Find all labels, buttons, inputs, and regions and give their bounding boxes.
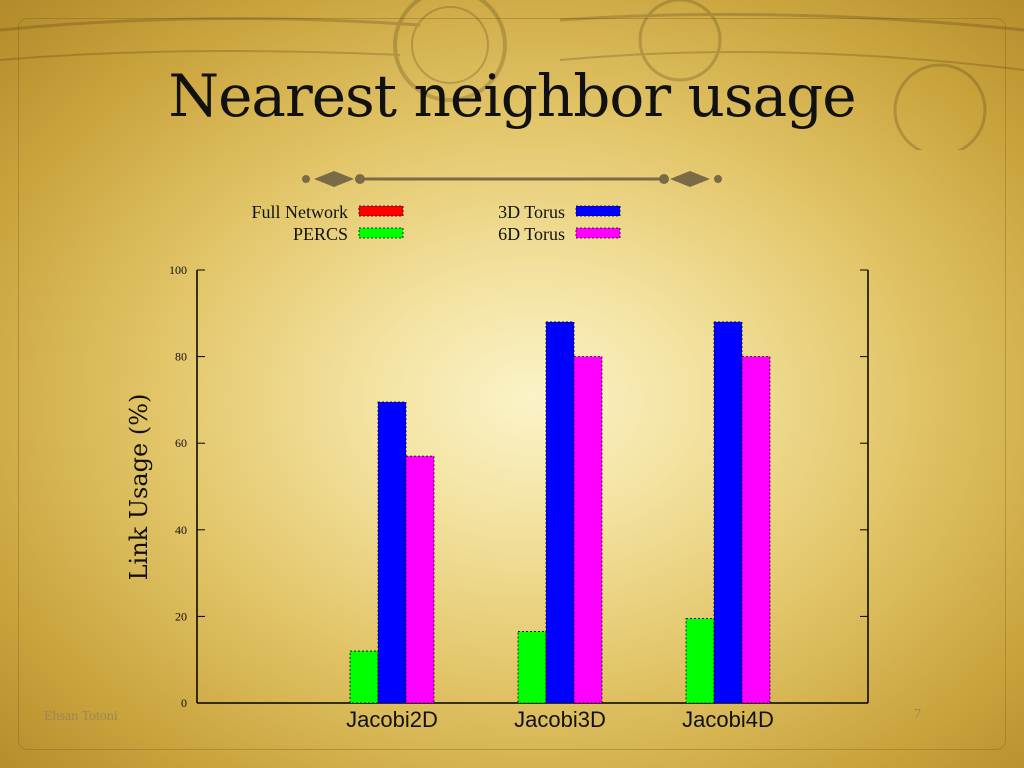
- y-tick-label: 60: [175, 436, 187, 450]
- y-tick-label: 20: [175, 609, 187, 623]
- bar-percs: [685, 618, 715, 704]
- bar-3d-torus: [545, 321, 575, 704]
- footer-author: Ehsan Totoni: [44, 709, 118, 724]
- bar-6d-torus: [405, 455, 435, 704]
- y-tick-label: 100: [169, 263, 187, 277]
- background-stamps-decoration: [0, 0, 1024, 150]
- legend-label: PERCS: [293, 224, 348, 244]
- bar-6d-torus: [741, 356, 771, 704]
- legend-label: 6D Torus: [498, 224, 565, 244]
- legend-swatch: [358, 227, 404, 239]
- y-tick-label: 80: [175, 350, 187, 364]
- x-tick-label: Jacobi2D: [346, 707, 438, 732]
- legend-label: 3D Torus: [498, 202, 565, 222]
- legend-swatch: [575, 205, 621, 217]
- title-ornament-divider: [302, 171, 722, 187]
- x-tick-label: Jacobi3D: [514, 707, 606, 732]
- y-axis-label: Link Usage (%): [125, 394, 153, 581]
- legend-label: Full Network: [252, 202, 349, 222]
- legend-swatch: [575, 227, 621, 239]
- bar-6d-torus: [573, 356, 603, 704]
- bar-3d-torus: [377, 401, 407, 704]
- slide-title: Nearest neighbor usage: [168, 62, 856, 130]
- y-tick-label: 0: [181, 696, 187, 710]
- slide-frame: [18, 18, 1006, 750]
- bar-percs: [517, 631, 547, 704]
- legend-swatch: [358, 205, 404, 217]
- x-tick-label: Jacobi4D: [682, 707, 774, 732]
- bar-percs: [349, 650, 379, 704]
- bar-3d-torus: [713, 321, 743, 704]
- page-number: 7: [914, 707, 921, 722]
- y-tick-label: 40: [175, 523, 187, 537]
